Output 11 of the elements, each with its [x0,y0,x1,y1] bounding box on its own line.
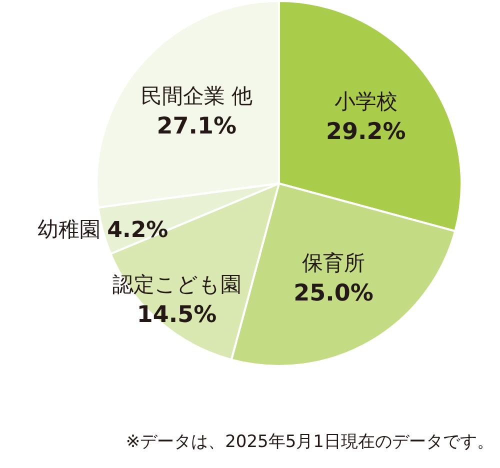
data-label: 14.5% [136,302,217,328]
slice-label: 民間企業 他 [140,84,252,108]
slice-label: 小学校 [334,89,398,114]
data-label: 4.2% [107,218,168,243]
data-label: 27.1% [156,113,237,140]
slice-label: 幼稚園 [37,218,100,242]
data-label: 29.2% [326,118,406,145]
slice-label: 認定こども園 [112,272,242,297]
text: ※データは、2025年5月1日現在のデータです。 [124,431,494,453]
slice-label: 保育所 [302,250,366,275]
data-label: 25.0% [294,280,374,306]
